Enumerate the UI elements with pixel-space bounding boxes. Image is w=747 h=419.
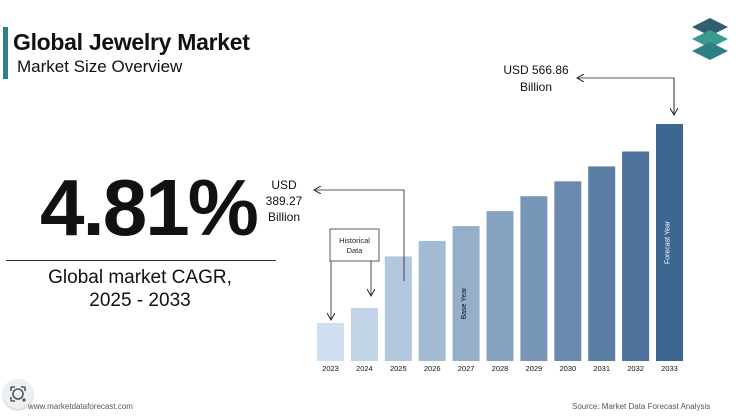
bar-2031 [588, 166, 616, 361]
forecast-year-label: Forecast Year [665, 220, 672, 264]
cagr-label: Global market CAGR, 2025 - 2033 [20, 266, 260, 312]
bar-2027 [452, 226, 480, 361]
x-tick-label: 2033 [661, 364, 678, 373]
x-tick-label: 2027 [458, 364, 475, 373]
page-title: Global Jewelry Market [13, 29, 250, 55]
cagr-label-line-2: 2025 - 2033 [89, 290, 191, 311]
historical-label-line-2: Data [347, 246, 364, 255]
end-value-label-line-1: USD 566.86 [503, 63, 569, 77]
bar-2024 [350, 308, 378, 361]
divider [6, 260, 276, 261]
historical-label-line-1: Historical [339, 236, 370, 245]
bar-2030 [554, 181, 582, 361]
footer-website: www.marketdataforecast.com [28, 402, 133, 411]
cagr-value: 4.81% [40, 163, 259, 252]
start-value-label-line-3: Billion [268, 210, 300, 224]
footer-source: Source: Market Data Forecast Analysis [572, 402, 711, 411]
title-accent-bar [3, 27, 8, 79]
google-lens-icon[interactable] [3, 379, 33, 409]
historical-data-box [329, 228, 380, 262]
x-tick-label: 2031 [593, 364, 610, 373]
bar-2029 [520, 196, 548, 361]
end-value-label-line-2: Billion [520, 80, 552, 94]
bar-2032 [622, 151, 650, 361]
bar-2033 [656, 124, 683, 361]
x-tick-label: 2030 [559, 364, 576, 373]
start-value-label-line-2: 389.27 [266, 194, 303, 208]
cagr-label-line-1: Global market CAGR, [48, 267, 232, 288]
x-tick-label: 2026 [424, 364, 441, 373]
start-value-label-line-1: USD [271, 178, 297, 192]
x-tick-label: 2025 [390, 364, 407, 373]
bar-2028 [486, 211, 514, 361]
bar-2025 [384, 256, 412, 361]
page-subtitle: Market Size Overview [17, 57, 183, 76]
x-tick-label: 2024 [356, 364, 373, 373]
x-tick-label: 2029 [526, 364, 543, 373]
end-value-arrow-horizontal [578, 78, 675, 113]
base-year-label: Base Year [461, 287, 468, 320]
x-tick-label: 2023 [322, 364, 339, 373]
x-tick-label: 2032 [627, 364, 644, 373]
bar-2026 [418, 240, 446, 361]
bar-2023 [317, 323, 344, 361]
start-value-arrow [315, 190, 405, 281]
x-tick-label: 2028 [492, 364, 509, 373]
stacked-layers-icon [692, 18, 728, 60]
